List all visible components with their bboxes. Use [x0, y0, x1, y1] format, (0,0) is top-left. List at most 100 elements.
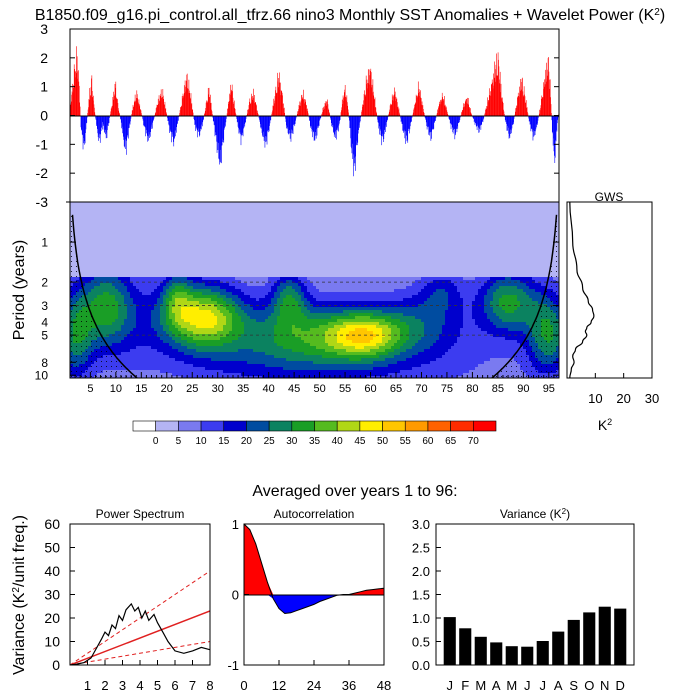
wavelet-cell: [469, 250, 473, 254]
wavelet-cell: [130, 253, 134, 257]
wavelet-cell: [160, 247, 164, 251]
wavelet-cell: [307, 205, 311, 209]
wavelet-cell: [400, 253, 404, 257]
wavelet-cell: [163, 250, 167, 254]
wavelet-cell: [547, 220, 551, 224]
wavelet-cell: [325, 220, 329, 224]
wavelet-cell: [532, 211, 536, 215]
wavelet-cell: [214, 202, 218, 206]
wavelet-cell: [490, 235, 494, 239]
wavelet-cell: [406, 232, 410, 236]
wavelet-cell: [460, 211, 464, 215]
wavelet-cell: [391, 244, 395, 248]
wavelet-cell: [481, 220, 485, 224]
wavelet-cell: [169, 268, 173, 272]
wavelet-cell: [454, 235, 458, 239]
wavelet-cell: [505, 223, 509, 227]
wavelet-cell: [337, 211, 341, 215]
wavelet-cell: [169, 235, 173, 239]
wavelet-cell: [106, 271, 110, 275]
wavelet-cell: [478, 223, 482, 227]
wavelet-cell: [361, 214, 365, 218]
wavelet-cell: [541, 226, 545, 230]
wavelet-cell: [547, 244, 551, 248]
wavelet-cell: [253, 250, 257, 254]
wavelet-cell: [322, 220, 326, 224]
wavelet-cell: [88, 232, 92, 236]
wavelet-cell: [523, 250, 527, 254]
wavelet-cell: [220, 259, 224, 263]
wavelet-cell: [115, 229, 119, 233]
wavelet-cell: [340, 268, 344, 272]
wavelet-cell: [454, 253, 458, 257]
wavelet-cell: [334, 265, 338, 269]
wavelet-cell: [394, 232, 398, 236]
wavelet-cell: [187, 256, 191, 260]
wavelet-cell: [439, 220, 443, 224]
wavelet-cell: [202, 238, 206, 242]
wavelet-cell: [325, 256, 329, 260]
wavelet-cell: [418, 208, 422, 212]
wavelet-cell: [484, 253, 488, 257]
wavelet-cell: [421, 247, 425, 251]
wavelet-cell: [412, 250, 416, 254]
wavelet-cell: [469, 220, 473, 224]
wavelet-cell: [283, 235, 287, 239]
wavelet-cell: [547, 268, 551, 272]
wavelet-cell: [130, 229, 134, 233]
wavelet-cell: [226, 244, 230, 248]
wavelet-cell: [133, 253, 137, 257]
wavelet-cell: [298, 256, 302, 260]
wavelet-cell: [328, 205, 332, 209]
wavelet-cell: [550, 250, 554, 254]
wavelet-cell: [286, 217, 290, 221]
wavelet-cell: [367, 247, 371, 251]
wavelet-cell: [163, 217, 167, 221]
wavelet-cell: [322, 247, 326, 251]
wavelet-cell: [370, 244, 374, 248]
wavelet-cell: [364, 211, 368, 215]
wavelet-cell: [469, 211, 473, 215]
wavelet-cell: [139, 271, 143, 275]
wavelet-cell: [175, 247, 179, 251]
wavelet-cell: [505, 241, 509, 245]
wavelet-cell: [133, 271, 137, 275]
wavelet-cell: [319, 232, 323, 236]
wavelet-cell: [493, 256, 497, 260]
wavelet-cell: [475, 235, 479, 239]
wavelet-cell: [373, 259, 377, 263]
wavelet-cell: [79, 226, 83, 230]
wavelet-cell: [463, 223, 467, 227]
wavelet-cell: [70, 211, 74, 215]
wavelet-cell: [148, 250, 152, 254]
wavelet-cell: [148, 259, 152, 263]
wavelet-cell: [139, 244, 143, 248]
wavelet-cell: [361, 250, 365, 254]
wavelet-cell: [256, 205, 260, 209]
wavelet-cell: [220, 244, 224, 248]
wavelet-cell: [496, 238, 500, 242]
wavelet-cell: [394, 241, 398, 245]
wavelet-cell: [445, 253, 449, 257]
wavelet-cell: [400, 259, 404, 263]
wavelet-cell: [214, 208, 218, 212]
wavelet-cell: [142, 235, 146, 239]
wavelet-cell: [88, 220, 92, 224]
wavelet-cell: [430, 211, 434, 215]
wavelet-cell: [454, 223, 458, 227]
wavelet-cell: [397, 220, 401, 224]
wavelet-cell: [304, 226, 308, 230]
wavelet-cell: [232, 205, 236, 209]
wavelet-cell: [190, 220, 194, 224]
wavelet-cell: [529, 205, 533, 209]
wavelet-cell: [433, 226, 437, 230]
wavelet-cell: [82, 220, 86, 224]
wavelet-cell: [286, 205, 290, 209]
wavelet-cell: [175, 262, 179, 266]
wavelet-cell: [79, 253, 83, 257]
wavelet-cell: [220, 214, 224, 218]
wavelet-cell: [487, 268, 491, 272]
wavelet-cell: [430, 232, 434, 236]
wavelet-cell: [208, 250, 212, 254]
wavelet-cell: [277, 220, 281, 224]
